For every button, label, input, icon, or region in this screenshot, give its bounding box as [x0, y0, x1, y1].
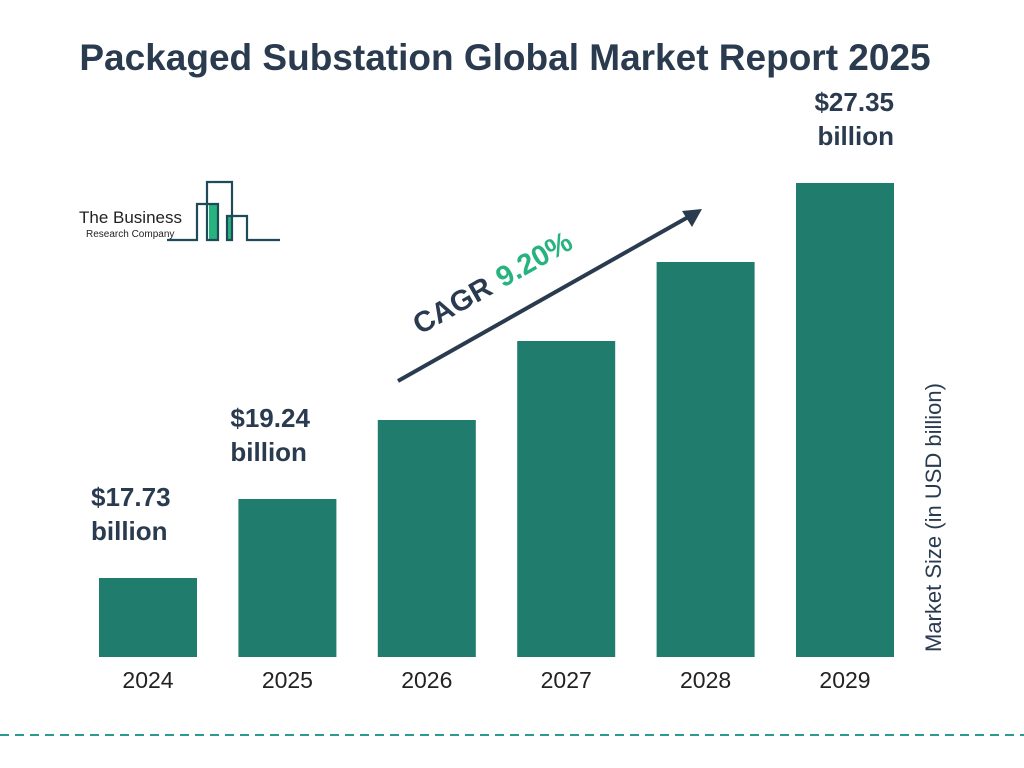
logo-bar-icon	[228, 216, 233, 240]
bar-2024	[99, 578, 197, 657]
bar-2027	[517, 341, 616, 657]
bar-2025	[238, 499, 337, 657]
logo-text-line2: Research Company	[86, 229, 174, 240]
bar-2029	[796, 183, 894, 657]
bar-2028	[656, 262, 755, 657]
logo-bar-icon	[209, 205, 217, 240]
x-tick-label: 2028	[680, 667, 731, 693]
x-tick-label: 2026	[401, 667, 452, 693]
data-label-unit: billion	[817, 121, 894, 151]
x-tick-label: 2027	[541, 667, 592, 693]
cagr-arrow	[397, 214, 691, 383]
logo-text-line1: The Business	[79, 208, 182, 227]
data-label-value: $17.73	[91, 482, 171, 512]
data-label-unit: billion	[230, 437, 307, 467]
cagr-annotation: CAGR9.20%	[408, 226, 579, 341]
cagr-arrowhead-icon	[682, 209, 702, 227]
data-label-value: $27.35	[814, 87, 894, 117]
y-axis-label: Market Size (in USD billion)	[921, 383, 946, 652]
logo-buildings-icon	[167, 180, 280, 242]
logo: The Business Research Company	[79, 180, 280, 242]
data-label-unit: billion	[91, 516, 168, 546]
x-tick-label: 2029	[819, 667, 870, 693]
chart-title: Packaged Substation Global Market Report…	[79, 37, 931, 78]
bar-2026	[377, 420, 476, 657]
data-label-value: $19.24	[230, 403, 310, 433]
x-tick-label: 2024	[122, 667, 173, 693]
cagr-value: 9.20%	[491, 226, 579, 294]
x-tick-label: 2025	[262, 667, 313, 693]
